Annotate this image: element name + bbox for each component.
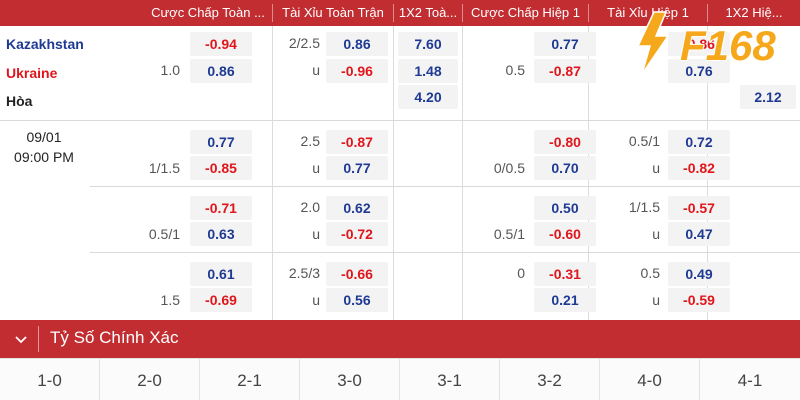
row-separator — [90, 252, 800, 253]
header-divider — [588, 4, 589, 22]
ou-full-under-odd[interactable]: 0.56 — [326, 288, 388, 312]
match-time: 09:00 PM — [14, 149, 74, 165]
hdp-half-away-odd[interactable]: 0.21 — [534, 288, 596, 312]
x12-full-draw-odd[interactable]: 4.20 — [398, 85, 458, 109]
score-option[interactable]: 3-2 — [500, 359, 600, 400]
hdp-full-line: 1/1.5 — [148, 160, 180, 176]
hdp-full-away-odd[interactable]: 0.63 — [190, 222, 252, 246]
odds-grid: Kazakhstan Ukraine Hòa 09/01 09:00 PM 1.… — [0, 26, 800, 320]
hdp-half-line: 0/0.5 — [493, 160, 525, 176]
hdp-half-home-odd[interactable]: 0.50 — [534, 196, 596, 220]
logo-text: F168 — [680, 22, 776, 69]
ou-full-under-label: u — [312, 226, 320, 242]
hdp-half-away-odd[interactable]: -0.60 — [534, 222, 596, 246]
f168-logo: F168 — [634, 8, 800, 78]
hdp-full-away-odd[interactable]: -0.69 — [190, 288, 252, 312]
ou-full-over-odd[interactable]: -0.87 — [326, 130, 388, 154]
header-divider — [393, 4, 394, 22]
x12-half-draw-odd[interactable]: 2.12 — [740, 85, 796, 109]
ou-full-under-label: u — [312, 62, 320, 78]
ou-half-line: 0.5 — [640, 265, 660, 281]
header-divider — [707, 4, 708, 22]
ou-half-under-label: u — [652, 160, 660, 176]
ou-full-under-odd[interactable]: -0.96 — [326, 59, 388, 83]
hdp-half-away-odd[interactable]: 0.70 — [534, 156, 596, 180]
match-date: 09/01 — [26, 129, 62, 145]
column-divider — [393, 26, 394, 320]
hdp-half-line: 0 — [517, 265, 525, 281]
ou-full-line: 2.5/3 — [288, 265, 320, 281]
ou-half-under-odd[interactable]: -0.59 — [668, 288, 730, 312]
ou-full-over-odd[interactable]: 0.86 — [326, 32, 388, 56]
x12-full-away-odd[interactable]: 1.48 — [398, 59, 458, 83]
header-hdp-half[interactable]: Cược Chấp Hiệp 1 — [471, 5, 580, 20]
header-divider — [462, 4, 463, 22]
ou-half-away-odd[interactable]: 0.76 — [668, 59, 730, 83]
ou-half-under-label: u — [652, 226, 660, 242]
ou-full-under-odd[interactable]: -0.72 — [326, 222, 388, 246]
correct-score-title: Tỷ Số Chính Xác — [50, 328, 179, 347]
header-hdp-full[interactable]: Cược Chấp Toàn ... — [151, 5, 265, 20]
hdp-half-home-odd[interactable]: 0.77 — [534, 32, 596, 56]
ou-half-under-odd[interactable]: 0.47 — [668, 222, 730, 246]
ou-half-under-odd[interactable]: -0.82 — [668, 156, 730, 180]
score-option[interactable]: 1-0 — [0, 359, 100, 400]
away-team[interactable]: Ukraine — [6, 65, 58, 81]
draw-label: Hòa — [6, 93, 33, 109]
hdp-half-line: 0.5/1 — [493, 226, 525, 242]
header-ou-full[interactable]: Tài Xỉu Toàn Trận — [282, 5, 384, 20]
row-separator — [0, 120, 800, 121]
ou-full-line: 2.5 — [300, 133, 320, 149]
ou-half-line: 0.5/1 — [628, 133, 660, 149]
ou-full-line: 2/2.5 — [288, 35, 320, 51]
chevron-down-icon[interactable] — [10, 320, 32, 358]
hdp-half-home-odd[interactable]: -0.31 — [534, 262, 596, 286]
ou-half-home-odd[interactable]: -0.86 — [668, 32, 730, 56]
ou-full-under-odd[interactable]: 0.77 — [326, 156, 388, 180]
hdp-full-line: 1.5 — [160, 292, 180, 308]
ou-full-under-label: u — [312, 292, 320, 308]
x12-full-home-odd[interactable]: 7.60 — [398, 32, 458, 56]
ou-full-under-label: u — [312, 160, 320, 176]
home-team[interactable]: Kazakhstan — [6, 36, 84, 52]
hdp-full-away-odd[interactable]: 0.86 — [190, 59, 252, 83]
column-divider — [462, 26, 463, 320]
score-option[interactable]: 3-1 — [400, 359, 500, 400]
bar-divider — [38, 326, 39, 352]
header-ou-half[interactable]: Tài Xỉu Hiệp 1 — [607, 5, 689, 20]
odds-header: Cược Chấp Toàn ... Tài Xỉu Toàn Trận 1X2… — [0, 0, 800, 26]
column-divider — [272, 26, 273, 320]
ou-half-line: 1/1.5 — [628, 199, 660, 215]
ou-full-over-odd[interactable]: 0.62 — [326, 196, 388, 220]
hdp-half-away-odd[interactable]: -0.87 — [534, 59, 596, 83]
hdp-full-line: 0.5/1 — [148, 226, 180, 242]
ou-full-over-odd[interactable]: -0.66 — [326, 262, 388, 286]
hdp-full-home-odd[interactable]: 0.61 — [190, 262, 252, 286]
hdp-full-home-odd[interactable]: -0.94 — [190, 32, 252, 56]
ou-half-over-odd[interactable]: 0.72 — [668, 130, 730, 154]
score-list: 1-0 2-0 2-1 3-0 3-1 3-2 4-0 4-1 — [0, 358, 800, 400]
ou-half-over-odd[interactable]: -0.57 — [668, 196, 730, 220]
ou-full-line: 2.0 — [300, 199, 320, 215]
score-option[interactable]: 4-0 — [600, 359, 700, 400]
hdp-half-line: 0.5 — [505, 62, 525, 78]
score-option[interactable]: 3-0 — [300, 359, 400, 400]
ou-half-under-label: u — [652, 292, 660, 308]
hdp-full-home-odd[interactable]: -0.71 — [190, 196, 252, 220]
hdp-full-home-odd[interactable]: 0.77 — [190, 130, 252, 154]
correct-score-bar[interactable]: Tỷ Số Chính Xác — [0, 320, 800, 358]
hdp-half-home-odd[interactable]: -0.80 — [534, 130, 596, 154]
hdp-full-line: 1.0 — [160, 62, 180, 78]
header-1x2-full[interactable]: 1X2 Toà... — [398, 5, 458, 20]
header-divider — [272, 4, 273, 22]
score-option[interactable]: 4-1 — [737, 371, 763, 390]
hdp-full-away-odd[interactable]: -0.85 — [190, 156, 252, 180]
score-option[interactable]: 2-1 — [200, 359, 300, 400]
header-1x2-half[interactable]: 1X2 Hiệ... — [725, 5, 783, 20]
ou-half-over-odd[interactable]: 0.49 — [668, 262, 730, 286]
score-option[interactable]: 2-0 — [100, 359, 200, 400]
lightning-bolt-icon: F168 — [636, 11, 777, 75]
row-separator — [90, 186, 800, 187]
